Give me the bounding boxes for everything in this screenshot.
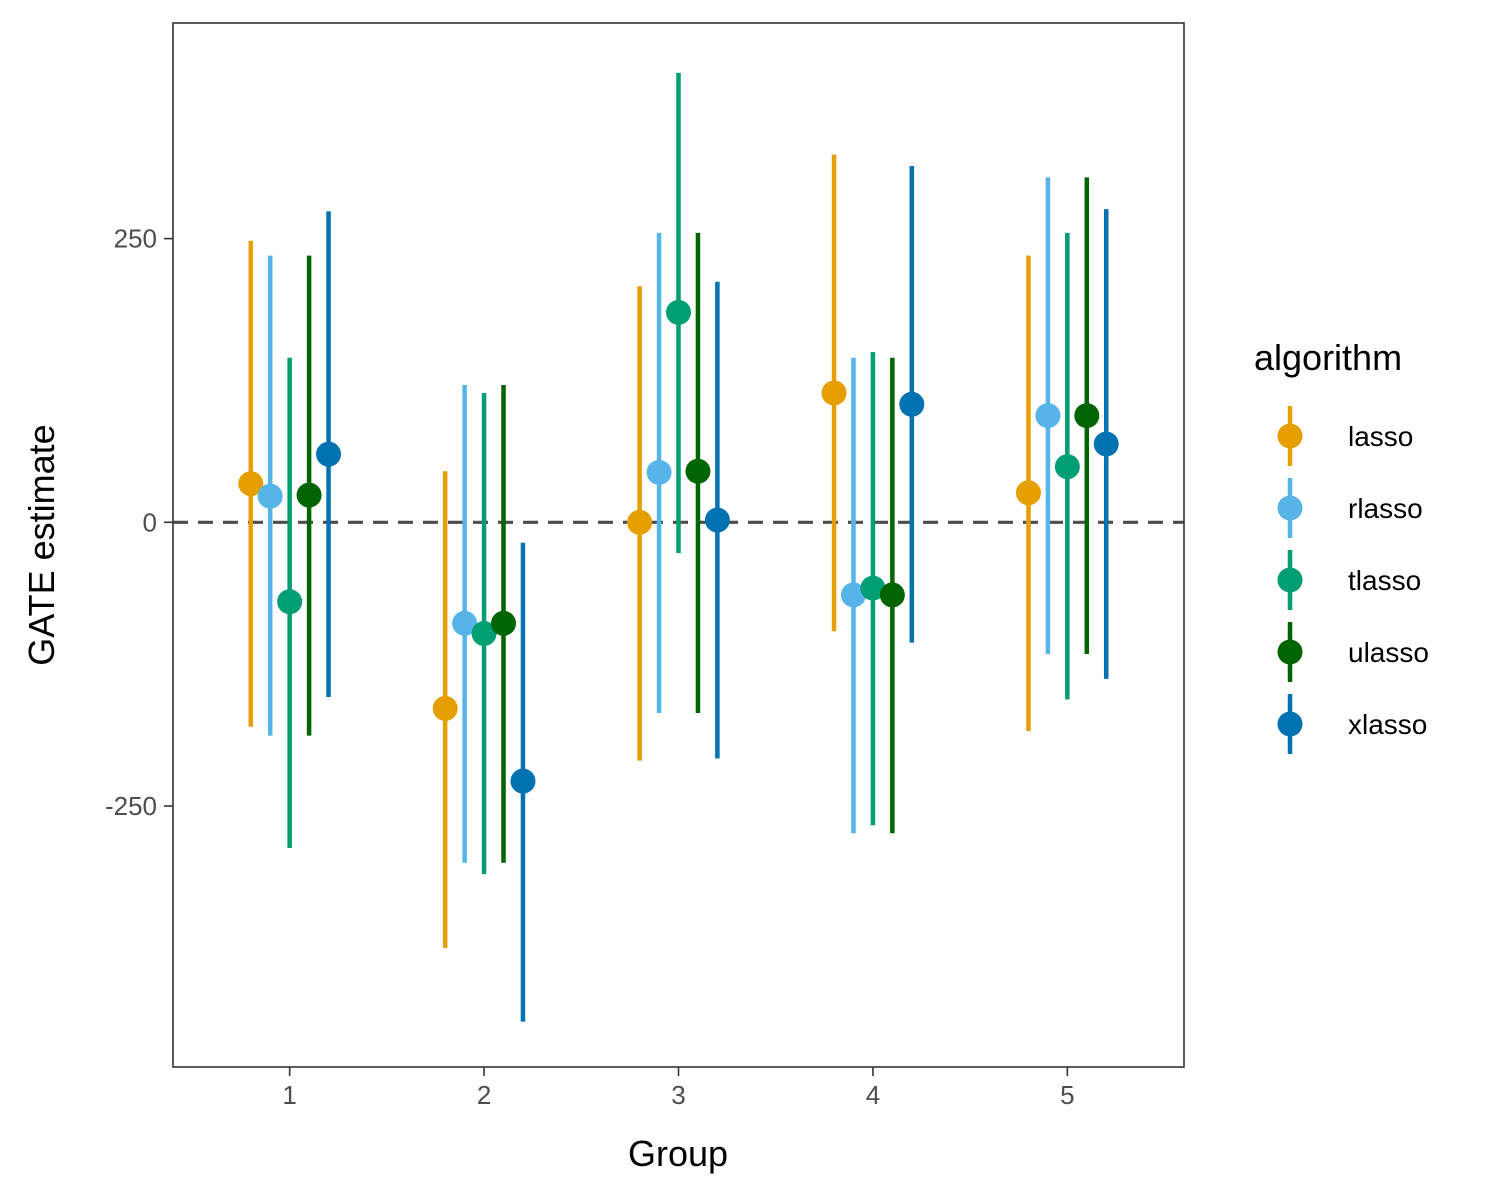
point-lasso-group-3 <box>627 509 653 535</box>
legend: algorithm lasso rlasso tlasso ulasso xlasso <box>1254 337 1429 754</box>
point-ulasso-group-1 <box>296 482 322 508</box>
point-rlasso-group-5 <box>1035 403 1061 429</box>
legend-title: algorithm <box>1254 337 1402 378</box>
point-tlasso-group-5 <box>1054 454 1080 480</box>
legend-label-ulasso: ulasso <box>1348 637 1429 668</box>
axis-layer: -250 0 250 1 2 3 4 5 <box>105 224 1075 1110</box>
point-lasso-group-5 <box>1015 480 1041 506</box>
y-tick-label: -250 <box>105 791 157 821</box>
point-rlasso-group-4 <box>840 582 866 608</box>
point-rlasso-group-1 <box>257 483 283 509</box>
point-lasso-group-1 <box>238 471 264 497</box>
point-ulasso-group-5 <box>1074 403 1100 429</box>
point-xlasso-group-5 <box>1093 431 1119 457</box>
legend-key-point-ulasso <box>1277 639 1303 665</box>
x-tick-label: 3 <box>671 1080 685 1110</box>
legend-key-point-tlasso <box>1277 567 1303 593</box>
point-tlasso-group-3 <box>666 299 691 325</box>
point-xlasso-group-4 <box>899 391 925 417</box>
x-tick-label: 1 <box>282 1080 296 1110</box>
point-tlasso-group-4 <box>860 575 886 601</box>
legend-label-lasso: lasso <box>1348 421 1413 452</box>
point-tlasso-group-2 <box>471 621 497 647</box>
point-lasso-group-2 <box>432 695 458 721</box>
y-tick-label: 250 <box>114 224 157 254</box>
x-tick-label: 5 <box>1060 1080 1074 1110</box>
legend-label-tlasso: tlasso <box>1348 565 1421 596</box>
point-rlasso-group-2 <box>452 610 478 636</box>
point-xlasso-group-1 <box>316 441 342 467</box>
y-axis-title: GATE estimate <box>21 424 62 665</box>
y-tick-label: 0 <box>143 507 157 537</box>
x-axis-title: Group <box>628 1133 728 1174</box>
data-layer <box>173 72 1184 1022</box>
x-tick-label: 2 <box>477 1080 491 1110</box>
point-xlasso-group-3 <box>704 507 730 533</box>
legend-label-xlasso: xlasso <box>1348 709 1427 740</box>
point-rlasso-group-3 <box>646 459 672 485</box>
legend-label-rlasso: rlasso <box>1348 493 1423 524</box>
legend-key-point-rlasso <box>1277 495 1303 521</box>
point-tlasso-group-1 <box>277 589 303 615</box>
point-ulasso-group-3 <box>685 458 711 484</box>
legend-key-point-xlasso <box>1277 711 1303 737</box>
point-ulasso-group-4 <box>879 582 905 608</box>
point-xlasso-group-2 <box>510 768 536 794</box>
point-lasso-group-4 <box>821 380 847 406</box>
x-tick-label: 4 <box>866 1080 880 1110</box>
point-ulasso-group-2 <box>491 610 517 636</box>
legend-key-point-lasso <box>1277 423 1303 449</box>
